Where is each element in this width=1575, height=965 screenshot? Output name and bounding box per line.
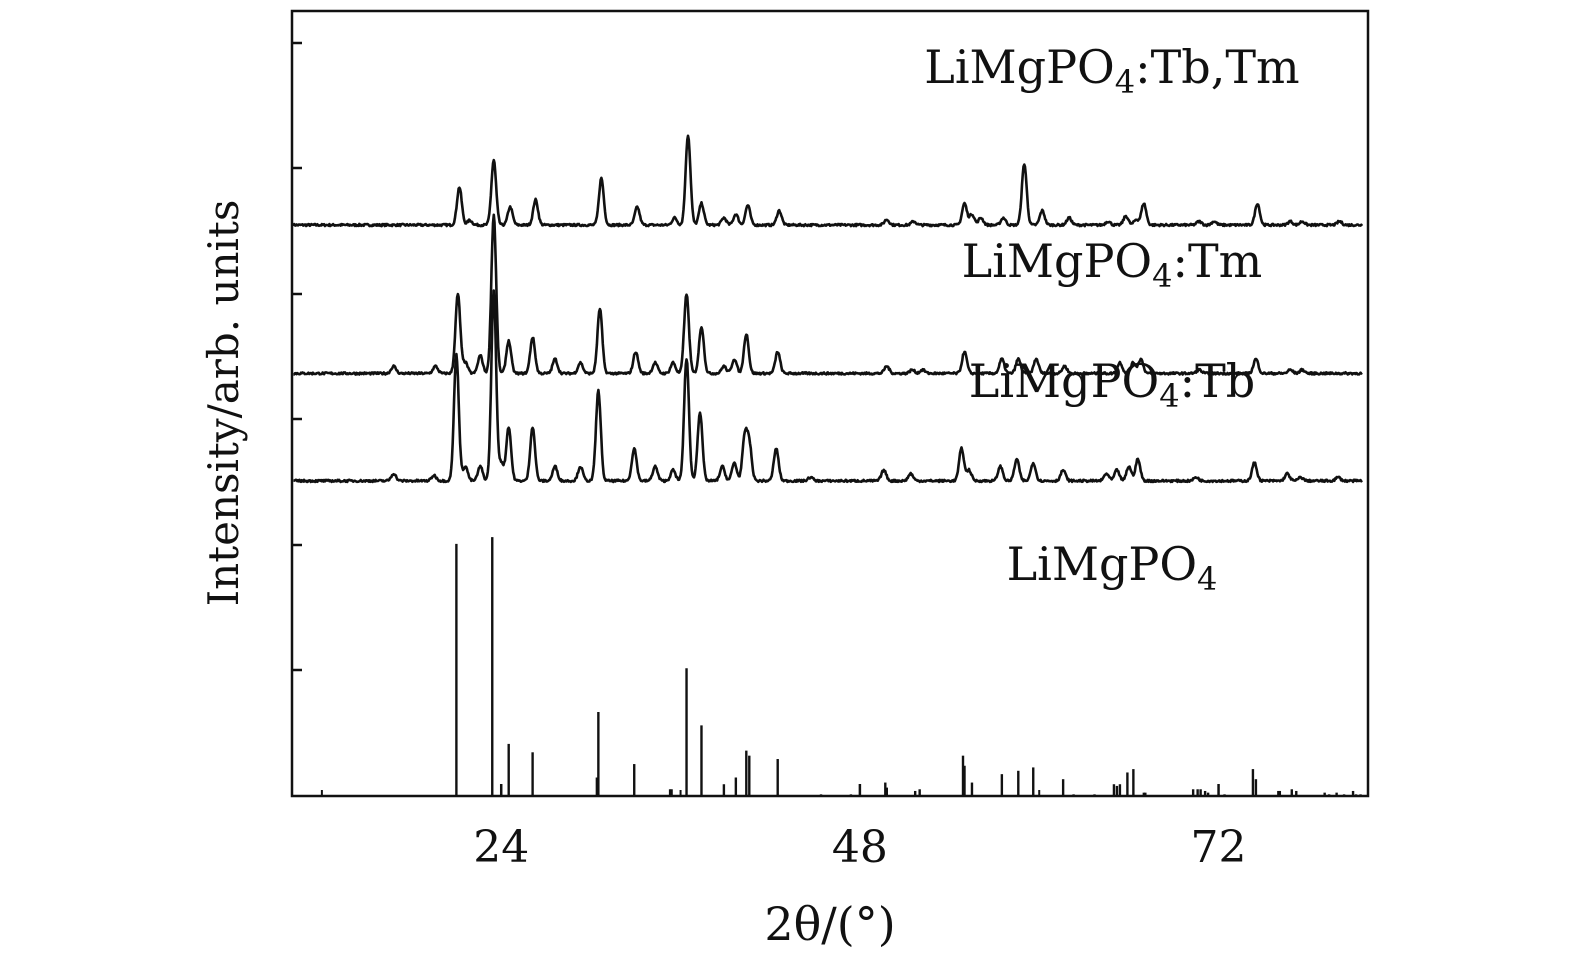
axes: 24 48 72 (290, 9, 1370, 873)
label-limgpo4-tb-tm: LiMgPO4:Tb,Tm (924, 40, 1299, 101)
y-axis-label: Intensity/arb. units (199, 200, 248, 607)
label-limgpo4: LiMgPO4 (1007, 537, 1218, 598)
traces (292, 134, 1364, 796)
x-tick-label-24: 24 (473, 822, 529, 873)
x-axis-label: 2θ/(°) (764, 897, 895, 951)
label-limgpo4-tm: LiMgPO4:Tm (962, 234, 1263, 295)
trace-limgpo4-tb (292, 289, 1363, 484)
plot-frame (290, 9, 1370, 798)
x-tick-label-72: 72 (1191, 822, 1247, 873)
series-limgpo4 (455, 537, 1362, 796)
trace-limgpo4-tm (292, 213, 1363, 376)
x-tick-label-48: 48 (832, 822, 888, 873)
label-limgpo4-tb: LiMgPO4:Tb (969, 354, 1255, 415)
y-ticks (292, 41, 302, 672)
x-ticks: 24 48 72 (320, 784, 1247, 873)
series-labels: LiMgPO4:Tb,Tm LiMgPO4:Tm LiMgPO4:Tb LiMgPO4 (924, 40, 1299, 598)
trace-limgpo4-tb-tm (292, 134, 1364, 228)
